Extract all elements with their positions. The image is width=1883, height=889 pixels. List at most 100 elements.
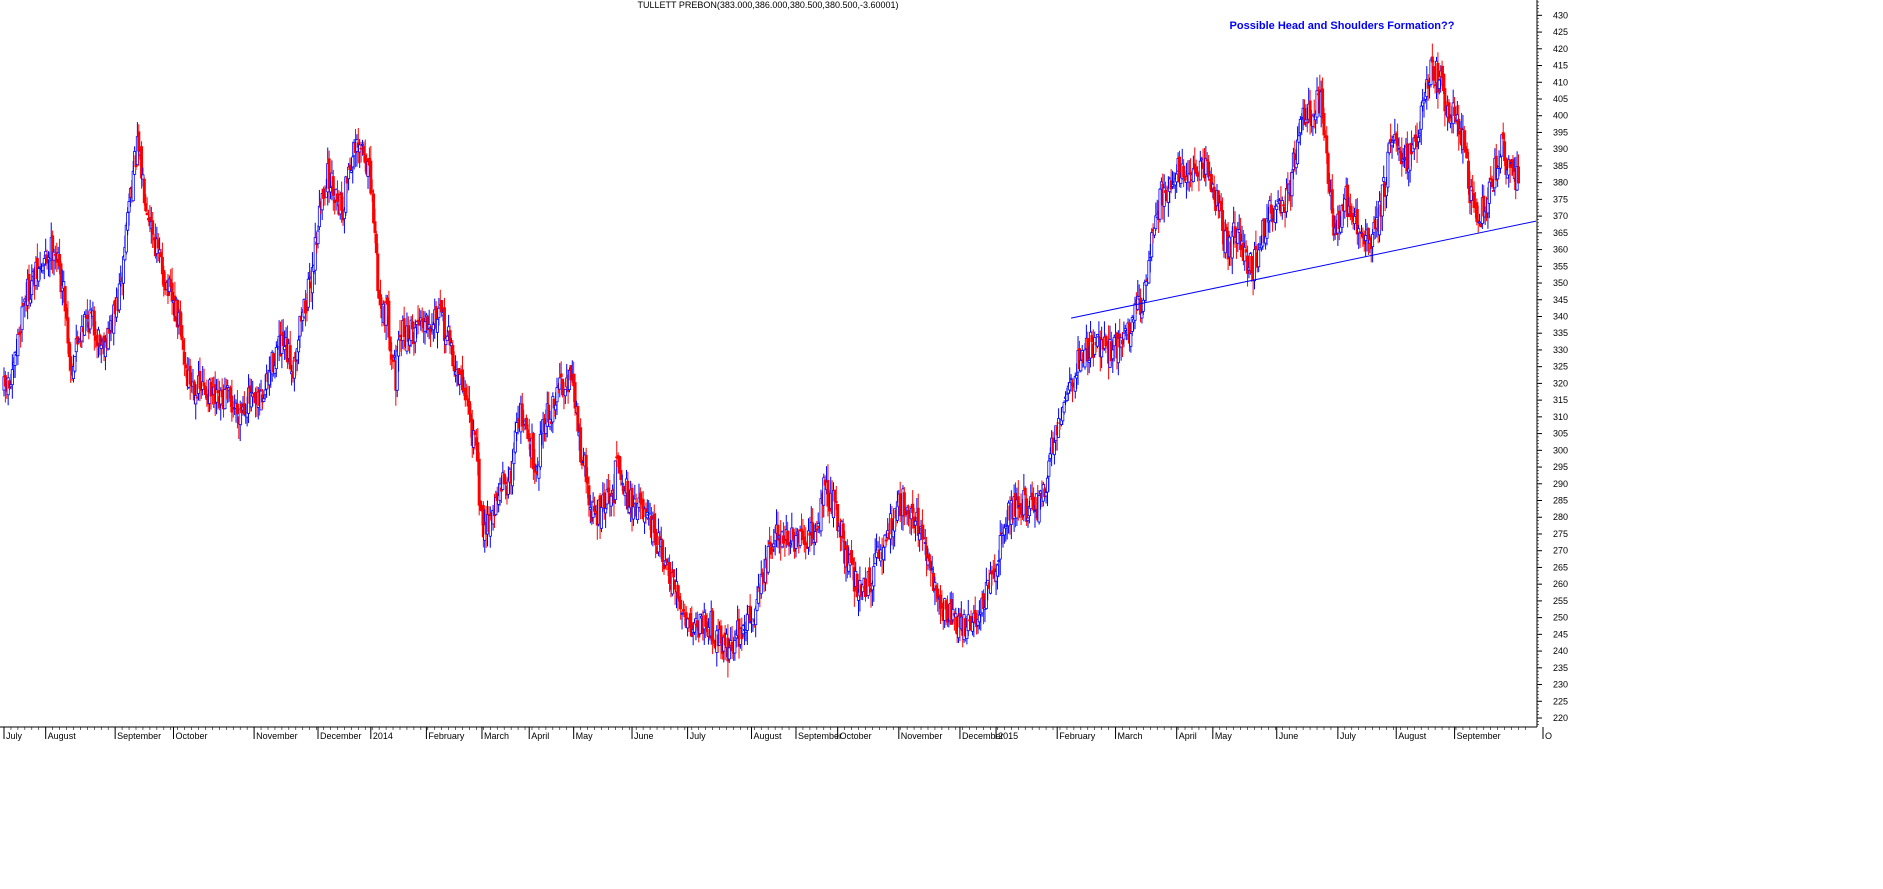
- chart-title: TULLETT PREBON(383.000,386.000,380.500,3…: [637, 0, 898, 10]
- bar-body: [527, 433, 531, 442]
- price-bar-up: [633, 484, 637, 506]
- x-tick-label: December: [962, 731, 1004, 741]
- bar-body: [1044, 492, 1048, 497]
- price-bar-down: [836, 503, 840, 538]
- bar-body: [1164, 189, 1168, 194]
- bar-body: [374, 233, 378, 254]
- bar-body: [42, 258, 46, 265]
- bar-body: [945, 603, 949, 623]
- bar-body: [388, 336, 392, 352]
- price-bar-up: [119, 265, 123, 287]
- bar-body: [37, 268, 41, 282]
- bar-body: [437, 307, 441, 319]
- bar-body: [398, 334, 402, 338]
- bar-body: [748, 605, 752, 624]
- price-bar-up: [806, 518, 810, 555]
- price-bar-down: [868, 557, 872, 591]
- bar-body: [1200, 158, 1204, 161]
- bar-body: [1305, 121, 1309, 124]
- price-bar-up: [117, 273, 121, 314]
- bar-body: [181, 339, 185, 350]
- bar-body: [235, 403, 239, 415]
- bar-body: [52, 251, 56, 261]
- bar-body: [593, 505, 597, 512]
- bar-body: [1073, 376, 1077, 392]
- price-bar-up: [437, 297, 441, 326]
- price-bar-up: [759, 560, 763, 599]
- bar-body: [85, 314, 89, 319]
- bar-body: [798, 530, 802, 547]
- price-bar-down: [442, 297, 446, 354]
- bar-body: [362, 146, 366, 155]
- price-bar-up: [1130, 314, 1134, 336]
- bar-body: [504, 481, 508, 484]
- price-bar-up: [1152, 227, 1156, 239]
- bar-body: [390, 354, 394, 360]
- bar-body: [156, 239, 160, 249]
- price-bar-down: [920, 509, 924, 551]
- bar-body: [359, 147, 363, 150]
- price-bar-up: [431, 321, 435, 342]
- bar-body: [1380, 184, 1384, 217]
- bar-body: [203, 386, 207, 395]
- price-bar-down: [1432, 60, 1436, 89]
- bar-body: [1162, 187, 1166, 207]
- bar-body: [262, 398, 266, 402]
- bar-body: [1225, 226, 1229, 232]
- bar-body: [431, 324, 435, 331]
- bar-body: [1052, 442, 1056, 456]
- bar-body: [1405, 143, 1409, 172]
- y-tick-label: 375: [1553, 194, 1568, 204]
- bar-body: [727, 647, 731, 660]
- bar-body: [369, 160, 373, 194]
- y-tick-label: 335: [1553, 328, 1568, 338]
- price-bar-down: [162, 265, 166, 297]
- y-tick-label: 365: [1553, 228, 1568, 238]
- price-bar-up: [1140, 309, 1144, 324]
- bar-body: [772, 543, 776, 548]
- bar-body: [513, 430, 517, 453]
- bar-body: [922, 537, 926, 540]
- x-tick-label: June: [634, 731, 654, 741]
- x-tick-label: May: [576, 731, 594, 741]
- bar-body: [1280, 200, 1284, 213]
- price-bar-up: [201, 366, 205, 396]
- bar-body: [1441, 73, 1445, 91]
- price-bar-up: [317, 189, 321, 231]
- price-bar-down: [372, 189, 376, 224]
- price-bar-down: [374, 231, 378, 255]
- price-bar-down: [602, 483, 606, 520]
- bar-body: [1207, 161, 1211, 178]
- bar-body: [141, 174, 145, 180]
- y-tick-label: 260: [1553, 579, 1568, 589]
- bar-body: [137, 131, 141, 152]
- bar-body: [554, 404, 558, 411]
- y-tick-label: 275: [1553, 529, 1568, 539]
- price-bar-down: [1016, 480, 1020, 521]
- y-tick-label: 415: [1553, 61, 1568, 71]
- bar-body: [1355, 209, 1359, 235]
- price-bar-up: [1062, 400, 1066, 415]
- bar-body: [1366, 227, 1370, 240]
- y-tick-label: 300: [1553, 445, 1568, 455]
- bar-body: [195, 396, 199, 399]
- price-bar-up: [1171, 170, 1175, 189]
- price-bars: [2, 43, 1520, 678]
- price-bar-up: [1380, 184, 1384, 232]
- x-tick-label: May: [1215, 731, 1233, 741]
- bar-body: [826, 479, 830, 507]
- bar-body: [19, 331, 23, 334]
- price-bar-up: [1089, 320, 1093, 368]
- bar-body: [913, 520, 917, 526]
- bar-body: [410, 321, 414, 330]
- bar-body: [602, 492, 606, 510]
- x-tick-label: July: [1340, 731, 1357, 741]
- bar-body: [619, 469, 623, 480]
- x-tick-label: February: [428, 731, 465, 741]
- chart-annotation: Possible Head and Shoulders Formation??: [1230, 20, 1455, 32]
- bar-body: [520, 403, 524, 427]
- y-tick-label: 295: [1553, 462, 1568, 472]
- bar-body: [1387, 142, 1391, 154]
- bar-body: [360, 144, 364, 146]
- price-bar-down: [711, 607, 715, 655]
